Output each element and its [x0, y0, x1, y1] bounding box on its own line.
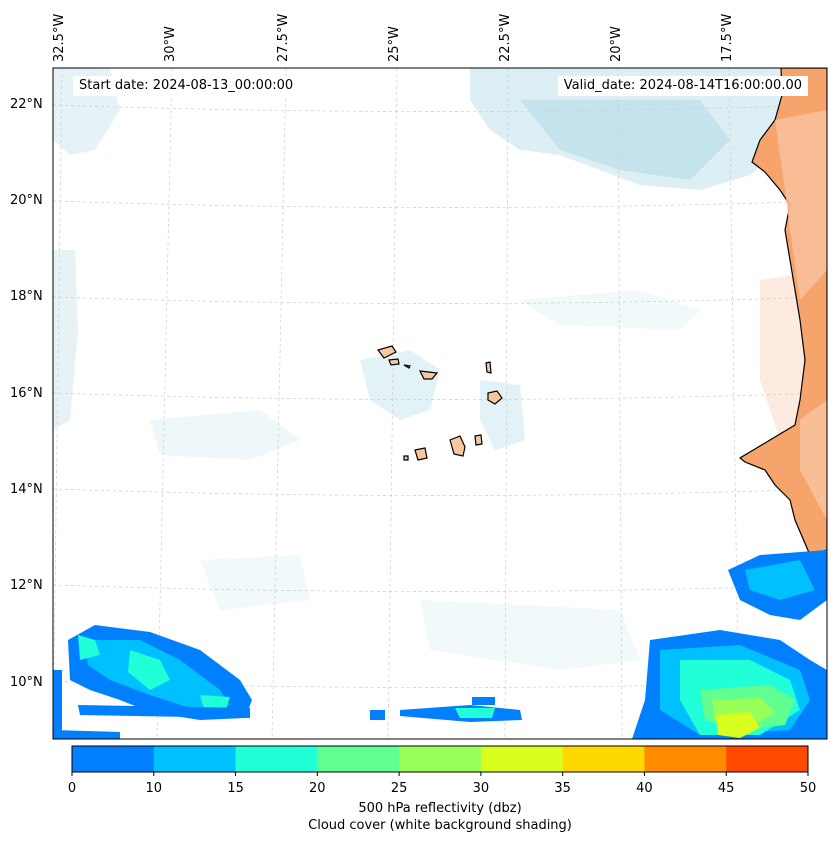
lat-label-18n: 18°N: [10, 289, 43, 304]
lon-label-27-5w: 27.5°W: [276, 13, 291, 62]
reflectivity-southeast: [632, 550, 827, 739]
colorbar-segment: [153, 746, 237, 772]
colorbar-sublabel: Cloud cover (white background shading): [308, 818, 572, 833]
colorbar-tick: 35: [554, 781, 571, 796]
lat-label-22n: 22°N: [10, 97, 43, 112]
lon-label-32-5w: 32.5°W: [52, 13, 67, 62]
reflectivity-southwest: [53, 625, 252, 739]
valid-date-label: Valid_date: 2024-08-14T16:00:00.00: [557, 76, 808, 96]
colorbar-tick: 15: [227, 781, 244, 796]
reflectivity-south-central: [370, 697, 522, 722]
colorbar: [71, 745, 809, 776]
lat-label-12n: 12°N: [10, 578, 43, 593]
colorbar-segment: [72, 746, 155, 772]
colorbar-tick: 10: [145, 781, 163, 796]
colorbar-segment: [726, 746, 809, 772]
colorbar-tick: 25: [390, 781, 408, 796]
colorbar-tick: 40: [636, 781, 653, 796]
lon-label-17-5w: 17.5°W: [720, 13, 735, 62]
lon-label-22-5w: 22.5°W: [498, 13, 513, 62]
colorbar-segment: [644, 746, 727, 772]
lat-label-14n: 14°N: [10, 482, 43, 497]
lat-label-16n: 16°N: [10, 386, 43, 401]
cape-verde-islands: [376, 345, 503, 461]
lon-label-30w: 30°W: [163, 26, 178, 62]
colorbar-segment: [317, 746, 400, 772]
colorbar-tick: 0: [67, 781, 77, 796]
colorbar-tick: 45: [717, 781, 735, 796]
start-date-label: Start date: 2024-08-13_00:00:00: [73, 76, 300, 96]
land-cloud-shading-south: [800, 400, 827, 520]
colorbar-tick: 20: [309, 781, 326, 796]
colorbar-segment: [562, 746, 645, 772]
colorbar-tick: 50: [799, 781, 817, 796]
lat-label-10n: 10°N: [10, 675, 43, 690]
colorbar-segment: [399, 746, 482, 772]
colorbar-frame: [71, 745, 809, 773]
colorbar-segment: [480, 746, 564, 772]
lon-label-25w: 25°W: [387, 26, 402, 62]
colorbar-segment: [235, 746, 318, 772]
map-frame: [52, 67, 828, 740]
land-cloud-shading: [775, 110, 827, 300]
colorbar-tick: 30: [472, 781, 490, 796]
lon-label-20w: 20°W: [609, 26, 624, 62]
colorbar-label: 500 hPa reflectivity (dbz): [358, 801, 522, 816]
lat-label-20n: 20°N: [10, 193, 43, 208]
